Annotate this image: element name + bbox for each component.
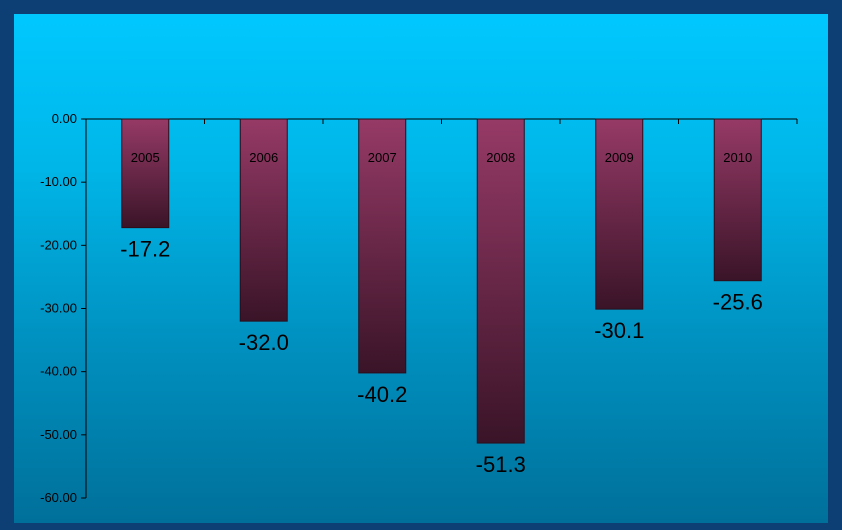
- data-label: -32.0: [239, 330, 289, 355]
- bars: [121, 118, 762, 444]
- data-label: -40.2: [357, 382, 407, 407]
- y-tick-label: -10.00: [40, 174, 77, 189]
- bar-2008: [476, 118, 525, 444]
- axes: 0.00 -10.00 -20.00 -30.00 -40.00 -50.00 -60.00: [40, 111, 798, 505]
- x-tick-label: 2006: [249, 150, 278, 165]
- y-tick-label: 0.00: [52, 111, 77, 126]
- bar-2009: [595, 118, 644, 310]
- data-label: -30.1: [594, 318, 644, 343]
- data-label: -51.3: [476, 452, 526, 477]
- x-tick-label: 2005: [131, 150, 160, 165]
- bar-2006: [239, 118, 288, 322]
- data-label: -25.6: [713, 290, 763, 315]
- y-tick-label: -60.00: [40, 490, 77, 505]
- y-tick-label: -40.00: [40, 364, 77, 379]
- bar-2005: [121, 118, 170, 229]
- y-tick-label: -50.00: [40, 427, 77, 442]
- labels: 2005 -17.2 2006 -32.0 2007 -40.2 2008 -51.3 2009…: [120, 150, 763, 477]
- bar-2010: [713, 118, 762, 282]
- y-tick-label: -20.00: [40, 237, 77, 252]
- x-tick-label: 2007: [368, 150, 397, 165]
- chart-panel: [14, 14, 828, 523]
- data-label: -17.2: [120, 237, 170, 262]
- x-tick-label: 2008: [486, 150, 515, 165]
- x-tick-label: 2010: [723, 150, 752, 165]
- bar-2007: [358, 118, 407, 374]
- x-tick-label: 2009: [605, 150, 634, 165]
- y-tick-label: -30.00: [40, 301, 77, 316]
